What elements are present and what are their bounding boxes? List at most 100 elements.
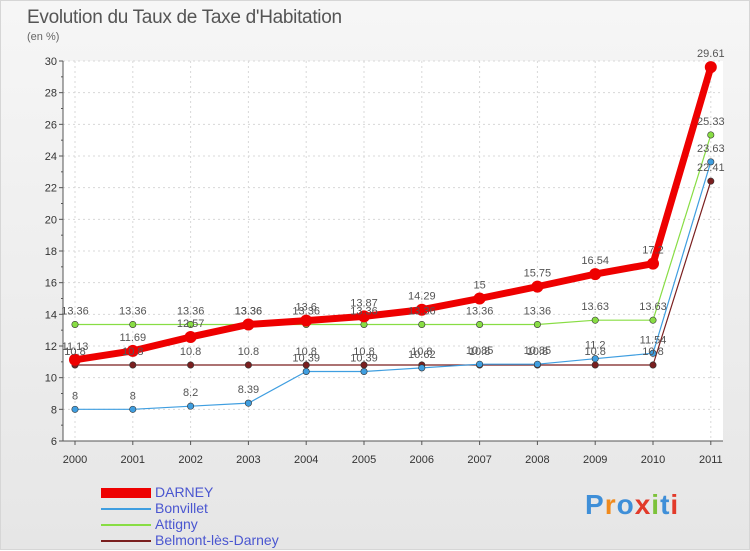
data-label: 10.8 <box>64 346 85 358</box>
data-label: 16.54 <box>581 255 609 267</box>
logo-letter: i <box>651 489 661 520</box>
data-label: 13.36 <box>466 305 494 317</box>
x-tick-label: 2007 <box>467 454 491 466</box>
data-label: 11.2 <box>585 340 606 352</box>
data-label: 13.36 <box>292 305 320 317</box>
data-label: 10.8 <box>238 346 259 358</box>
data-point <box>129 361 137 369</box>
data-point <box>184 330 197 343</box>
x-tick-label: 2005 <box>352 454 376 466</box>
logo-letter: P <box>585 489 605 520</box>
data-point <box>302 367 310 375</box>
data-label: 10.8 <box>180 346 201 358</box>
data-point <box>591 361 599 369</box>
data-point <box>244 361 252 369</box>
data-point <box>707 158 715 166</box>
data-point <box>187 361 195 369</box>
data-label: 13.87 <box>350 297 378 309</box>
series-line-bonvillet <box>74 161 712 410</box>
data-label: 15 <box>473 280 485 292</box>
y-tick-label: 24 <box>45 151 57 163</box>
data-label: 10.8 <box>353 346 374 358</box>
data-point <box>71 320 79 328</box>
data-label: 10.8 <box>527 346 548 358</box>
data-point <box>129 320 137 328</box>
data-label: 17.2 <box>642 245 663 257</box>
data-point <box>71 405 79 413</box>
data-label: 13.63 <box>581 301 609 313</box>
data-label: 10.85 <box>524 345 552 357</box>
y-unit-label: (en %) <box>27 31 60 43</box>
y-tick-label: 6 <box>51 436 57 448</box>
y-tick-label: 10 <box>45 373 57 385</box>
legend-label-attigny: Attigny <box>155 516 198 532</box>
y-tick-label: 12 <box>45 341 57 353</box>
data-label: 10.39 <box>292 352 320 364</box>
legend-label-belmont: Belmont-lès-Darney <box>155 532 279 548</box>
data-point <box>418 364 426 372</box>
data-label: 22.41 <box>697 162 725 174</box>
data-point <box>647 257 659 270</box>
x-tick-label: 2002 <box>178 454 202 466</box>
data-point <box>533 320 541 328</box>
legend-swatch-attigny <box>101 524 151 526</box>
data-point <box>476 360 484 368</box>
data-label: 10.8 <box>295 346 316 358</box>
x-tick-label: 2000 <box>63 454 87 466</box>
data-label: 10.8 <box>584 346 605 358</box>
data-point <box>533 360 541 368</box>
data-point <box>242 318 255 331</box>
data-label: 10.8 <box>411 346 432 358</box>
data-label: 10.39 <box>350 352 378 364</box>
data-point <box>649 361 657 369</box>
data-point <box>300 314 313 327</box>
data-point <box>707 177 715 185</box>
data-label: 8.39 <box>238 384 259 396</box>
data-point <box>476 320 484 328</box>
data-point <box>358 310 370 323</box>
data-point <box>704 61 717 74</box>
data-label: 12.57 <box>177 318 205 330</box>
x-tick-label: 2008 <box>525 454 549 466</box>
legend-label-bonvillet: Bonvillet <box>155 500 208 516</box>
data-point <box>69 353 81 366</box>
data-point <box>418 320 426 328</box>
data-label: 8 <box>72 390 78 402</box>
series-line-belmont-l-s-darney <box>74 180 712 366</box>
data-point <box>360 367 368 375</box>
logo-letter: o <box>616 489 635 520</box>
data-label: 14.29 <box>408 291 436 303</box>
y-tick-label: 26 <box>45 119 57 131</box>
data-point <box>649 349 657 357</box>
proxiti-logo: Proxiti <box>585 489 679 521</box>
data-label: 25.33 <box>697 116 725 128</box>
y-tick-label: 16 <box>45 278 57 290</box>
data-point <box>649 316 657 324</box>
data-point <box>707 131 715 139</box>
legend-label-darney: DARNEY <box>155 484 214 500</box>
x-tick-label: 2010 <box>641 454 665 466</box>
legend-swatch-bonvillet <box>101 508 151 510</box>
series-line-darney <box>71 63 715 364</box>
data-label: 13.63 <box>639 301 667 313</box>
data-label: 13.36 <box>350 305 378 317</box>
data-label: 29.61 <box>697 48 725 60</box>
data-label: 10.8 <box>122 346 143 358</box>
x-tick-label: 2001 <box>121 454 145 466</box>
data-label: 10.8 <box>469 346 490 358</box>
data-label: 8 <box>130 390 136 402</box>
data-label: 13.36 <box>119 305 147 317</box>
x-tick-label: 2004 <box>294 454 318 466</box>
x-tick-label: 2011 <box>699 454 723 466</box>
y-tick-label: 30 <box>45 56 57 68</box>
data-label: 15.75 <box>524 268 552 280</box>
data-label: 10.85 <box>466 345 494 357</box>
data-label: 13.36 <box>524 305 552 317</box>
data-point <box>591 355 599 363</box>
legend-swatch-belmont <box>101 540 151 542</box>
logo-letter: i <box>670 489 680 520</box>
data-label: 10.62 <box>408 349 436 361</box>
data-point <box>589 268 602 281</box>
